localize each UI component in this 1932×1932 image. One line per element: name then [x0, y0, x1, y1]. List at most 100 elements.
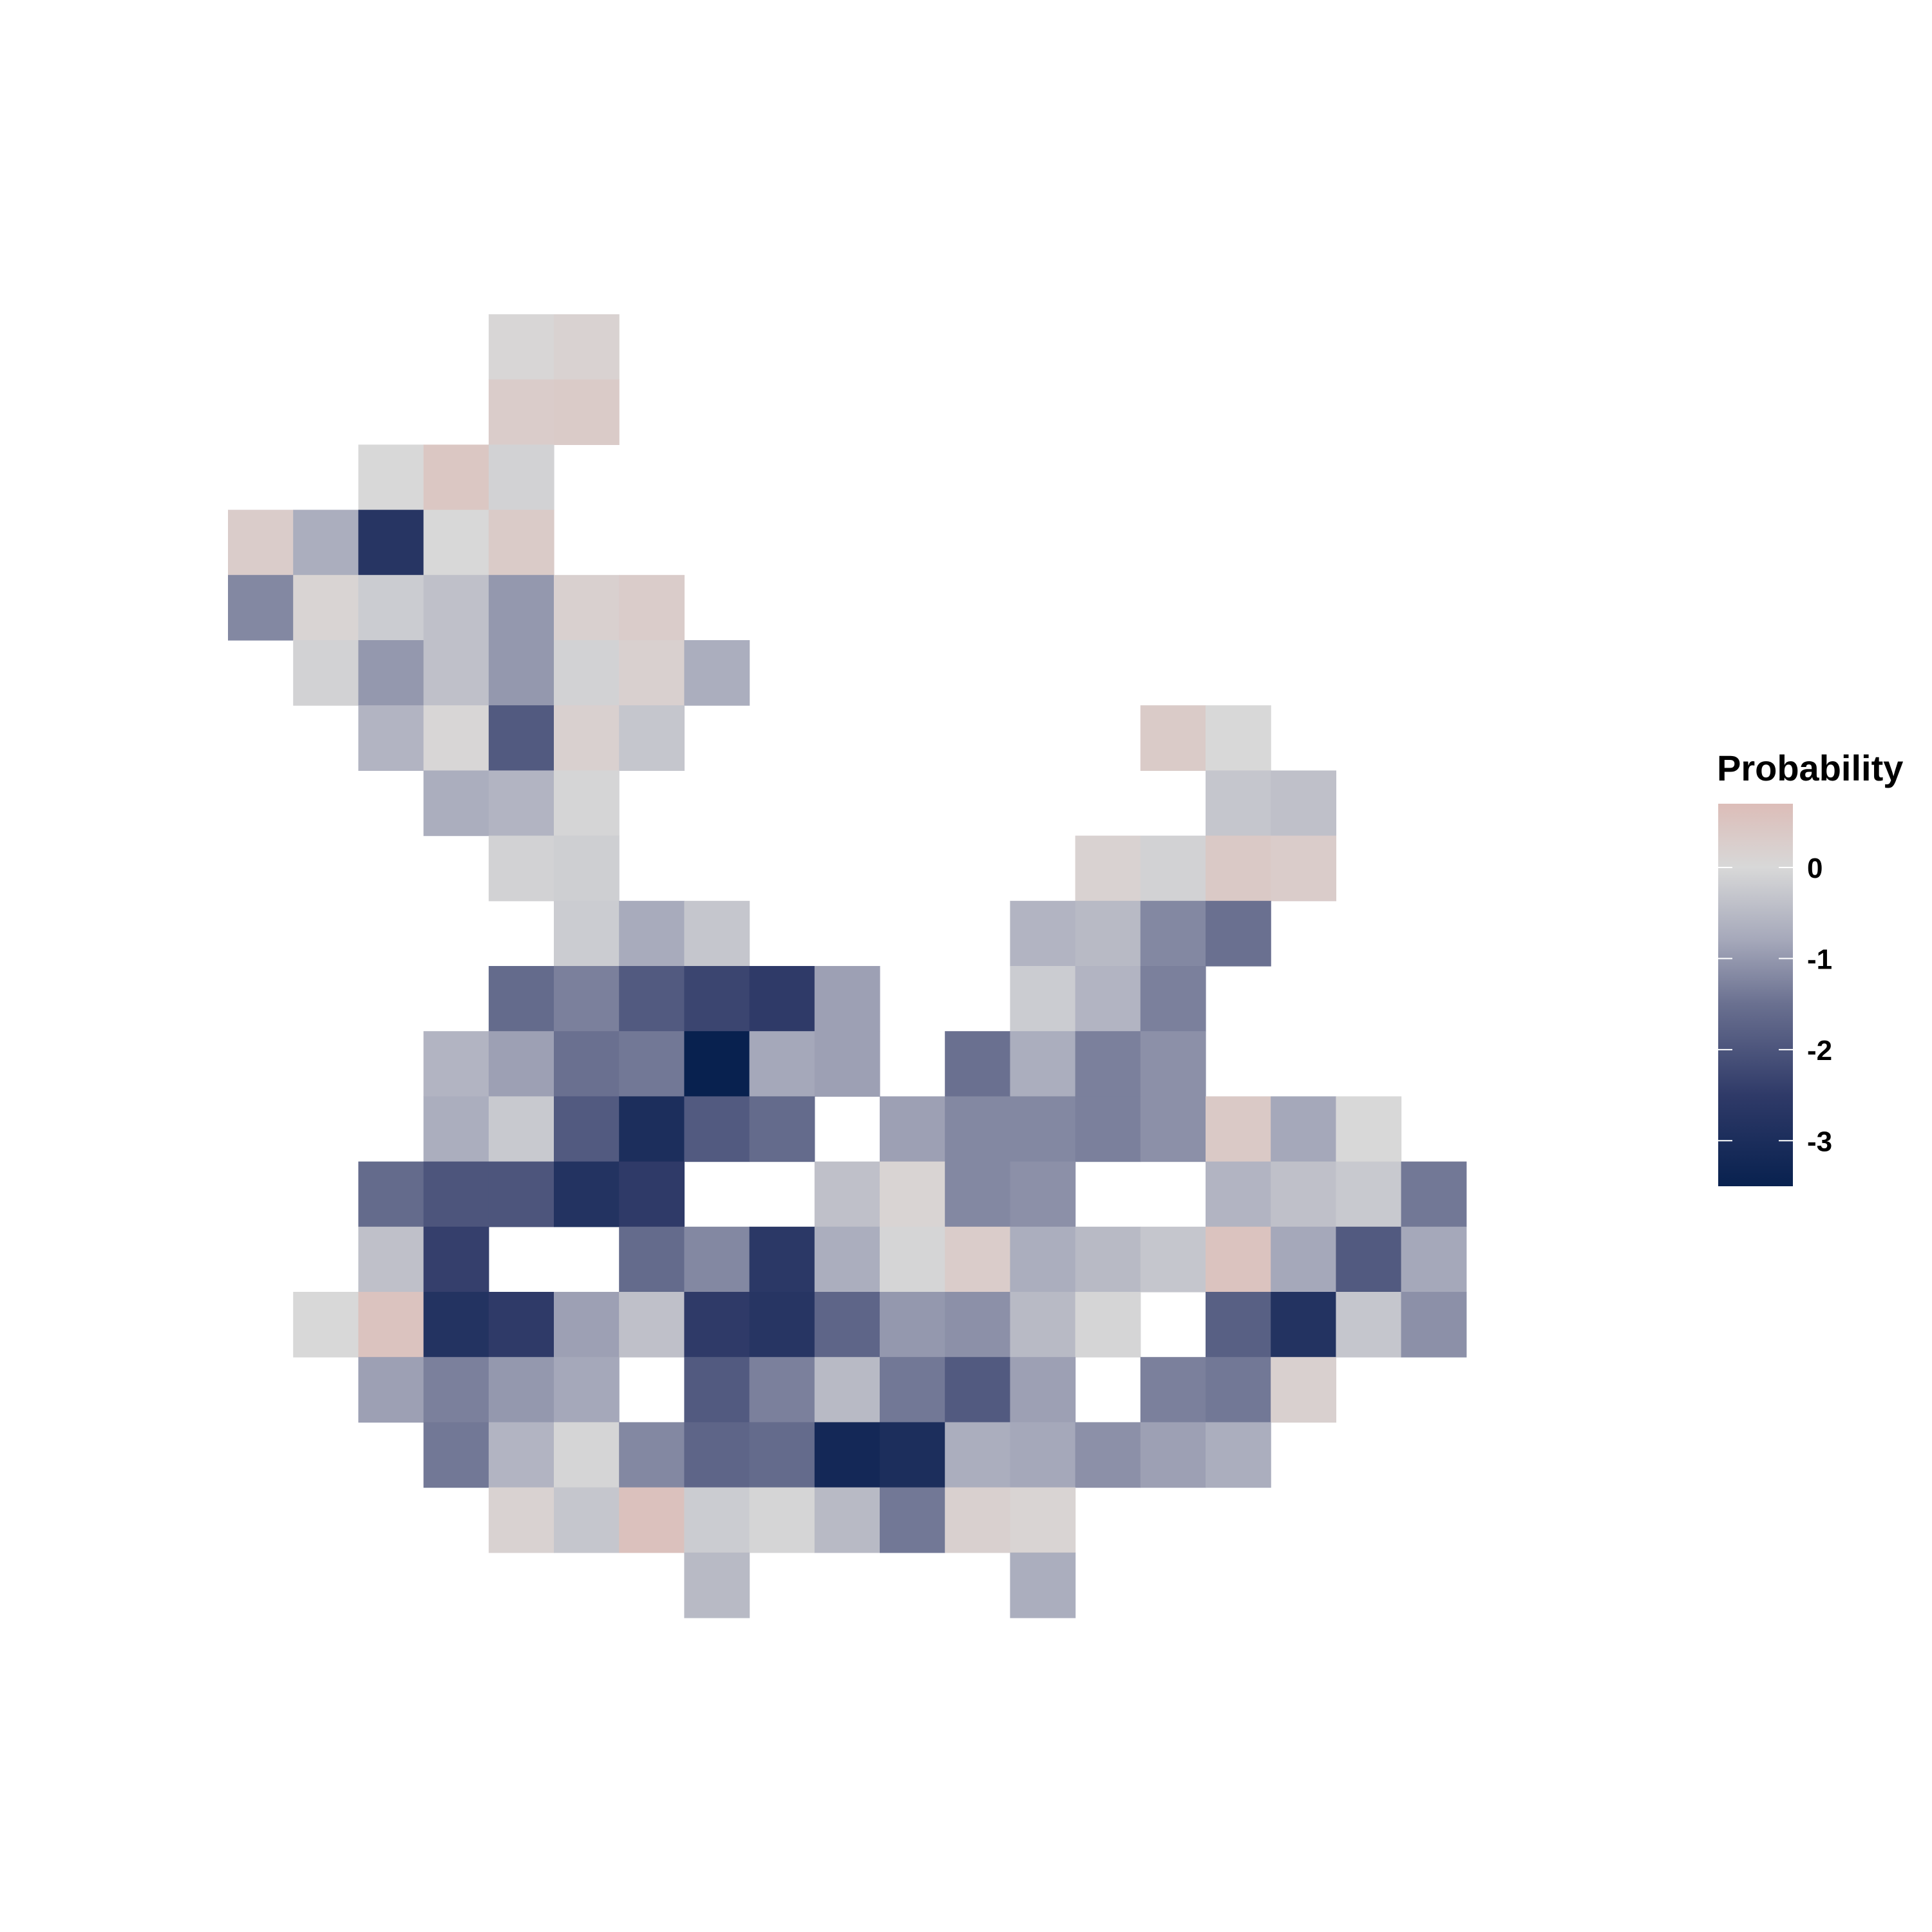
heatmap-cell — [684, 1487, 750, 1553]
heatmap-cell — [945, 1031, 1010, 1097]
heatmap-cell — [358, 444, 424, 511]
heatmap-cell — [1271, 1161, 1336, 1227]
heatmap-cell — [488, 966, 554, 1032]
heatmap-cell — [684, 966, 750, 1032]
heatmap-cell — [945, 1357, 1010, 1423]
heatmap-cell — [1010, 1096, 1076, 1162]
heatmap-cell — [1010, 1226, 1076, 1293]
heatmap-cell — [423, 1422, 489, 1488]
heatmap-cell — [749, 1226, 815, 1293]
heatmap-cell — [1010, 1031, 1076, 1097]
heatmap-cell — [880, 1357, 945, 1423]
heatmap-cell — [684, 1226, 750, 1293]
heatmap-cell — [1336, 1161, 1402, 1227]
heatmap-cell — [488, 1096, 554, 1162]
heatmap-cell — [814, 1031, 880, 1097]
heatmap-cell — [554, 1161, 620, 1227]
heatmap-cell — [358, 574, 424, 641]
heatmap-cell — [619, 1096, 685, 1162]
heatmap-cell — [1010, 1487, 1076, 1553]
heatmap-cell — [358, 705, 424, 771]
legend-tick-label: -1 — [1807, 943, 1832, 975]
heatmap-cell — [749, 1292, 815, 1358]
heatmap-cell — [554, 1031, 620, 1097]
heatmap-cell — [1010, 1422, 1076, 1488]
heatmap-cell — [684, 1422, 750, 1488]
heatmap-cell — [880, 1096, 945, 1162]
heatmap-cell — [619, 640, 685, 706]
heatmap-cell — [880, 1226, 945, 1293]
heatmap-cell — [1401, 1292, 1467, 1358]
heatmap-cell — [1206, 770, 1271, 837]
heatmap-cell — [1140, 835, 1206, 902]
heatmap-cell — [1206, 900, 1271, 967]
heatmap-cell — [945, 1422, 1010, 1488]
heatmap-cell — [423, 640, 489, 706]
heatmap-cell — [488, 574, 554, 641]
heatmap-cell — [814, 1422, 880, 1488]
heatmap-cell — [1336, 1292, 1402, 1358]
heatmap-cell — [423, 1096, 489, 1162]
legend-tick-label: -3 — [1807, 1126, 1832, 1157]
color-legend: Probability 0 -1 -2 -3 — [1717, 748, 1903, 1186]
heatmap-cell — [554, 640, 620, 706]
heatmap-cell — [423, 1292, 489, 1358]
legend-title: Probability — [1717, 748, 1903, 788]
heatmap-cell — [488, 509, 554, 576]
heatmap-cell — [358, 509, 424, 576]
heatmap-cell — [554, 1096, 620, 1162]
heatmap-cell — [880, 1487, 945, 1553]
heatmap-cell — [228, 509, 294, 576]
heatmap-cell — [358, 1357, 424, 1423]
heatmap-cell — [619, 1422, 685, 1488]
legend-ticks: 0 -1 -2 -3 — [1718, 853, 1832, 1157]
heatmap-cell — [619, 1487, 685, 1553]
heatmap-cell — [423, 1161, 489, 1227]
heatmap-cell — [1075, 1292, 1141, 1358]
heatmap-cell — [1271, 1226, 1336, 1293]
heatmap-cell — [423, 1031, 489, 1097]
heatmap-cell — [423, 444, 489, 511]
legend-tick-label: -2 — [1807, 1035, 1832, 1066]
heatmap-cell — [488, 314, 554, 380]
heatmap-cell — [1206, 1357, 1271, 1423]
heatmap-cell — [1010, 966, 1076, 1032]
heatmap-cell — [684, 1096, 750, 1162]
heatmap-cell — [1140, 1226, 1206, 1293]
heatmap-cell — [814, 966, 880, 1032]
heatmap-cell — [358, 1161, 424, 1227]
heatmap-cell — [423, 1357, 489, 1423]
heatmap-cell — [749, 1487, 815, 1553]
heatmap-cell — [1010, 1161, 1076, 1227]
heatmap-cell — [423, 574, 489, 641]
heatmap-cell — [619, 574, 685, 641]
heatmap-cells — [228, 314, 1467, 1618]
heatmap-cell — [1010, 1357, 1076, 1423]
heatmap-cell — [814, 1357, 880, 1423]
heatmap-cell — [684, 1292, 750, 1358]
heatmap-cell — [749, 1422, 815, 1488]
heatmap-cell — [228, 574, 294, 641]
heatmap-cell — [684, 640, 750, 706]
heatmap-cell — [358, 1226, 424, 1293]
heatmap-cell — [814, 1161, 880, 1227]
heatmap-cell — [488, 1422, 554, 1488]
heatmap-cell — [945, 1096, 1010, 1162]
heatmap-cell — [1140, 1357, 1206, 1423]
heatmap-cell — [619, 1031, 685, 1097]
heatmap-cell — [423, 1226, 489, 1293]
heatmap-cell — [293, 1292, 359, 1358]
heatmap-cell — [1206, 1226, 1271, 1293]
heatmap-cell — [1140, 1422, 1206, 1488]
heatmap-cell — [1271, 1096, 1336, 1162]
heatmap-cell — [1401, 1226, 1467, 1293]
heatmap-cell — [1206, 835, 1271, 902]
heatmap-cell — [488, 444, 554, 511]
heatmap-cell — [1075, 900, 1141, 967]
heatmap-cell — [814, 1487, 880, 1553]
heatmap-cell — [423, 705, 489, 771]
heatmap-cell — [1140, 1031, 1206, 1097]
heatmap-cell — [488, 705, 554, 771]
legend-colorbar — [1718, 804, 1793, 1186]
heatmap-cell — [1401, 1161, 1467, 1227]
